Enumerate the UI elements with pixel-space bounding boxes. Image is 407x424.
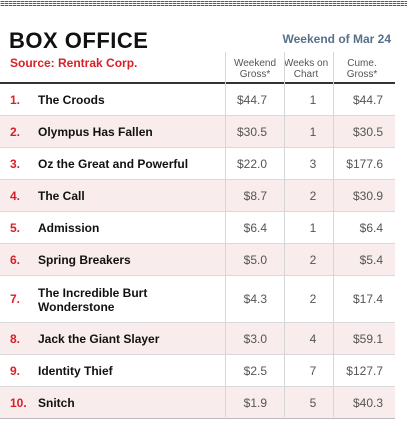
column-header-cume-gross: Cume. Gross* [330,58,394,80]
column-divider [284,52,285,417]
rank-number: 8. [10,332,21,346]
weekend-gross-value: $2.5 [243,364,267,378]
weekend-gross-value: $44.7 [236,93,267,107]
weeks-on-chart-value: 1 [309,125,317,139]
rank-number: 7. [10,292,21,306]
weeks-on-chart-value: 4 [309,332,317,346]
table-row: 1. The Croods $44.7 1 $44.7 [0,84,395,116]
weekend-gross-value: $22.0 [236,157,267,171]
weeks-on-chart-value: 5 [309,396,317,410]
rank-number: 10. [10,396,27,410]
column-header-line: Weekend [233,58,277,69]
cume-gross-value: $59.1 [352,332,383,346]
header-rule [0,82,395,84]
weeks-on-chart-value: 2 [309,292,317,306]
column-header-weekend-gross: Weekend Gross* [223,58,287,80]
bottom-rule [0,418,395,419]
weeks-on-chart-value: 3 [309,157,317,171]
weekend-date-label: Weekend of Mar 24 [282,32,391,46]
weeks-on-chart-value: 7 [309,364,317,378]
cume-gross-value: $30.5 [352,125,383,139]
weeks-on-chart-value: 1 [309,93,317,107]
column-divider [333,52,334,417]
movie-title: Admission [38,221,100,235]
cume-gross-value: $30.9 [352,189,383,203]
weeks-on-chart-value: 2 [309,253,317,267]
weekend-gross-value: $30.5 [236,125,267,139]
movie-title: Jack the Giant Slayer [38,332,160,346]
cume-gross-value: $127.7 [346,364,383,378]
column-header-line: Gross* [239,69,271,80]
cume-gross-value: $177.6 [346,157,383,171]
weeks-on-chart-value: 2 [309,189,317,203]
column-header-weeks-on-chart: Weeks on Chart [281,58,331,80]
cume-gross-value: $44.7 [352,93,383,107]
movie-title: Identity Thief [38,364,113,378]
column-header-line: Weeks on [283,58,329,69]
table-row: 4. The Call $8.7 2 $30.9 [0,180,395,212]
box-office-table: 1. The Croods $44.7 1 $44.7 2. Olympus Has Fal… [0,84,395,419]
table-row: 5. Admission $6.4 1 $6.4 [0,212,395,244]
movie-title: The Croods [38,93,105,107]
rank-number: 4. [10,189,21,203]
source-label: Source: Rentrak Corp. [10,56,138,70]
movie-title: The Incredible Burt Wonderstone [38,286,148,314]
rank-number: 9. [10,364,21,378]
weekend-gross-value: $8.7 [243,189,267,203]
rank-number: 6. [10,253,21,267]
column-divider [225,52,226,417]
movie-title: Oz the Great and Powerful [38,157,189,171]
weekend-gross-value: $5.0 [243,253,267,267]
table-row: 7. The Incredible Burt Wonderstone $4.3 2 $1… [0,276,395,323]
movie-title: Snitch [38,396,75,410]
weeks-on-chart-value: 1 [309,221,317,235]
table-row: 10. Snitch $1.9 5 $40.3 [0,387,395,419]
rank-number: 2. [10,125,21,139]
weekend-gross-value: $3.0 [243,332,267,346]
column-header-line: Gross* [346,69,378,80]
rank-number: 3. [10,157,21,171]
table-row: 8. Jack the Giant Slayer $3.0 4 $59.1 [0,323,395,355]
column-header-line: Cume. [347,58,377,69]
table-row: 6. Spring Breakers $5.0 2 $5.4 [0,244,395,276]
table-row: 9. Identity Thief $2.5 7 $127.7 [0,355,395,387]
movie-title: The Call [38,189,85,203]
movie-title: Spring Breakers [38,253,131,267]
table-row: 2. Olympus Has Fallen $30.5 1 $30.5 [0,116,395,148]
table-row: 3. Oz the Great and Powerful $22.0 3 $177.6 [0,148,395,180]
weekend-gross-value: $1.9 [243,396,267,410]
column-header-line: Chart [293,69,319,80]
rank-number: 5. [10,221,21,235]
movie-title: Olympus Has Fallen [38,125,153,139]
top-rule [0,0,407,6]
weekend-gross-value: $6.4 [243,221,267,235]
weekend-gross-value: $4.3 [243,292,267,306]
cume-gross-value: $40.3 [352,396,383,410]
cume-gross-value: $17.4 [352,292,383,306]
rank-number: 1. [10,93,21,107]
cume-gross-value: $6.4 [359,221,383,235]
cume-gross-value: $5.4 [359,253,383,267]
page-title: BOX OFFICE [9,28,149,53]
